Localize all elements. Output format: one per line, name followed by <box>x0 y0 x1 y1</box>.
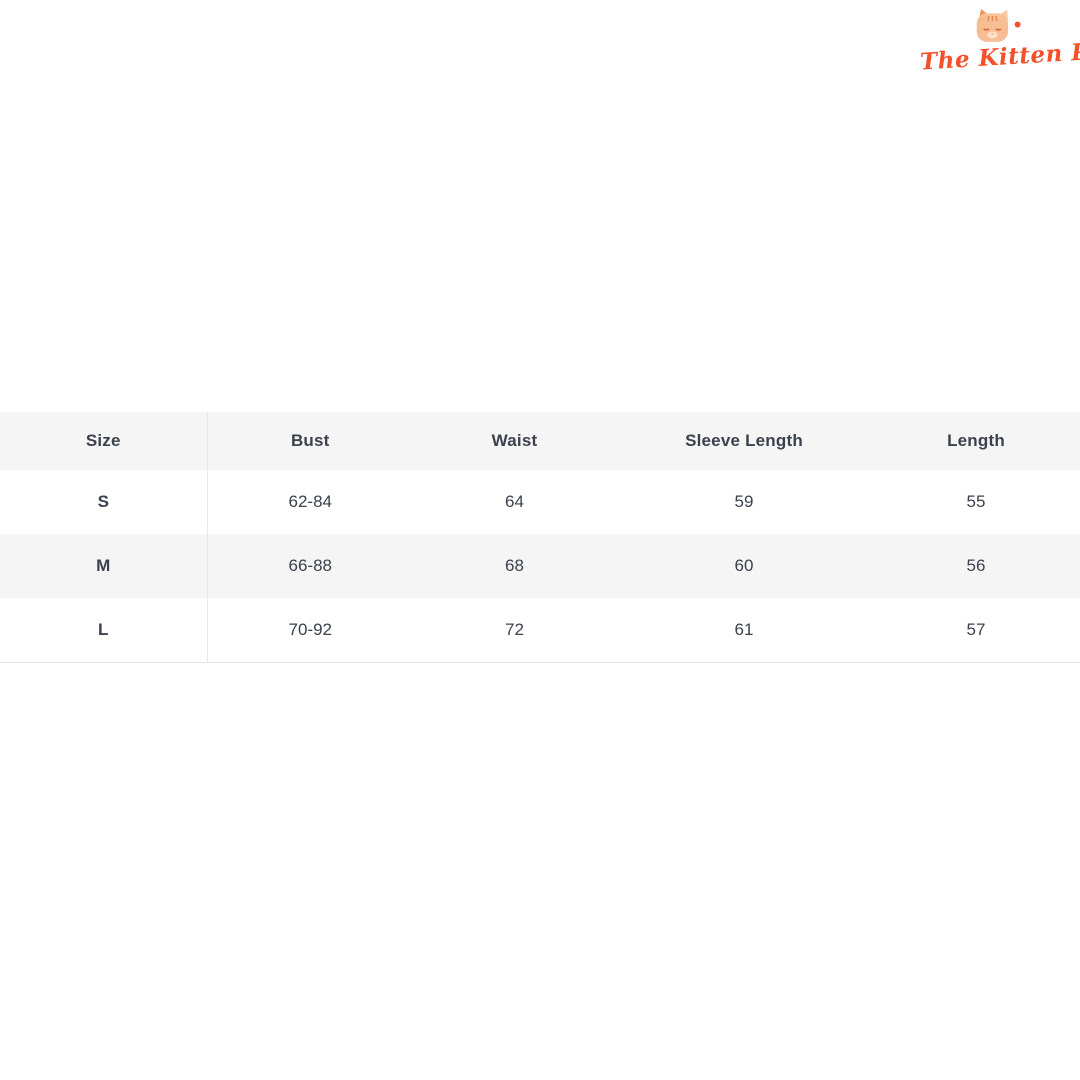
column-header-sleeve-length: Sleeve Length <box>685 431 803 450</box>
cell-size-s: S <box>0 470 208 534</box>
table-row-s: S 62-84 64 59 55 <box>0 470 1080 534</box>
cell-length-m: 56 <box>966 556 986 575</box>
cell-waist-s: 64 <box>505 492 524 511</box>
cell-length-l: 57 <box>966 619 986 639</box>
cell-sleeve-m: 60 <box>734 556 754 575</box>
cell-bust-s: 62-84 <box>288 492 332 511</box>
size-chart-table: Size Bust Waist Sleeve Length Length S 6… <box>0 412 1080 663</box>
table-header-row: Size Bust Waist Sleeve Length Length <box>0 412 1080 470</box>
cell-length-s: 55 <box>966 492 986 511</box>
cell-waist-m: 68 <box>505 556 524 575</box>
column-header-size: Size <box>0 412 208 470</box>
column-header-bust: Bust <box>290 431 330 450</box>
table-row-l: L 70-92 72 61 57 <box>0 598 1080 662</box>
kitten-face-icon <box>976 8 1021 42</box>
column-header-waist: Waist <box>491 431 538 450</box>
column-header-length: Length <box>947 431 1005 450</box>
cell-sleeve-s: 59 <box>734 492 754 511</box>
brand-logo: The Kitten Park <box>919 8 1080 76</box>
table-row-m: M 66-88 68 60 56 <box>0 534 1080 598</box>
brand-name: The Kitten Park <box>919 35 1080 76</box>
cell-size-l: L <box>0 598 208 662</box>
cell-bust-l: 70-92 <box>288 619 332 639</box>
size-chart: Size Bust Waist Sleeve Length Length S 6… <box>0 412 1080 663</box>
cell-sleeve-l: 61 <box>734 619 754 639</box>
cell-bust-m: 66-88 <box>288 556 332 575</box>
cell-waist-l: 72 <box>505 619 524 639</box>
cell-size-m: M <box>0 534 208 598</box>
